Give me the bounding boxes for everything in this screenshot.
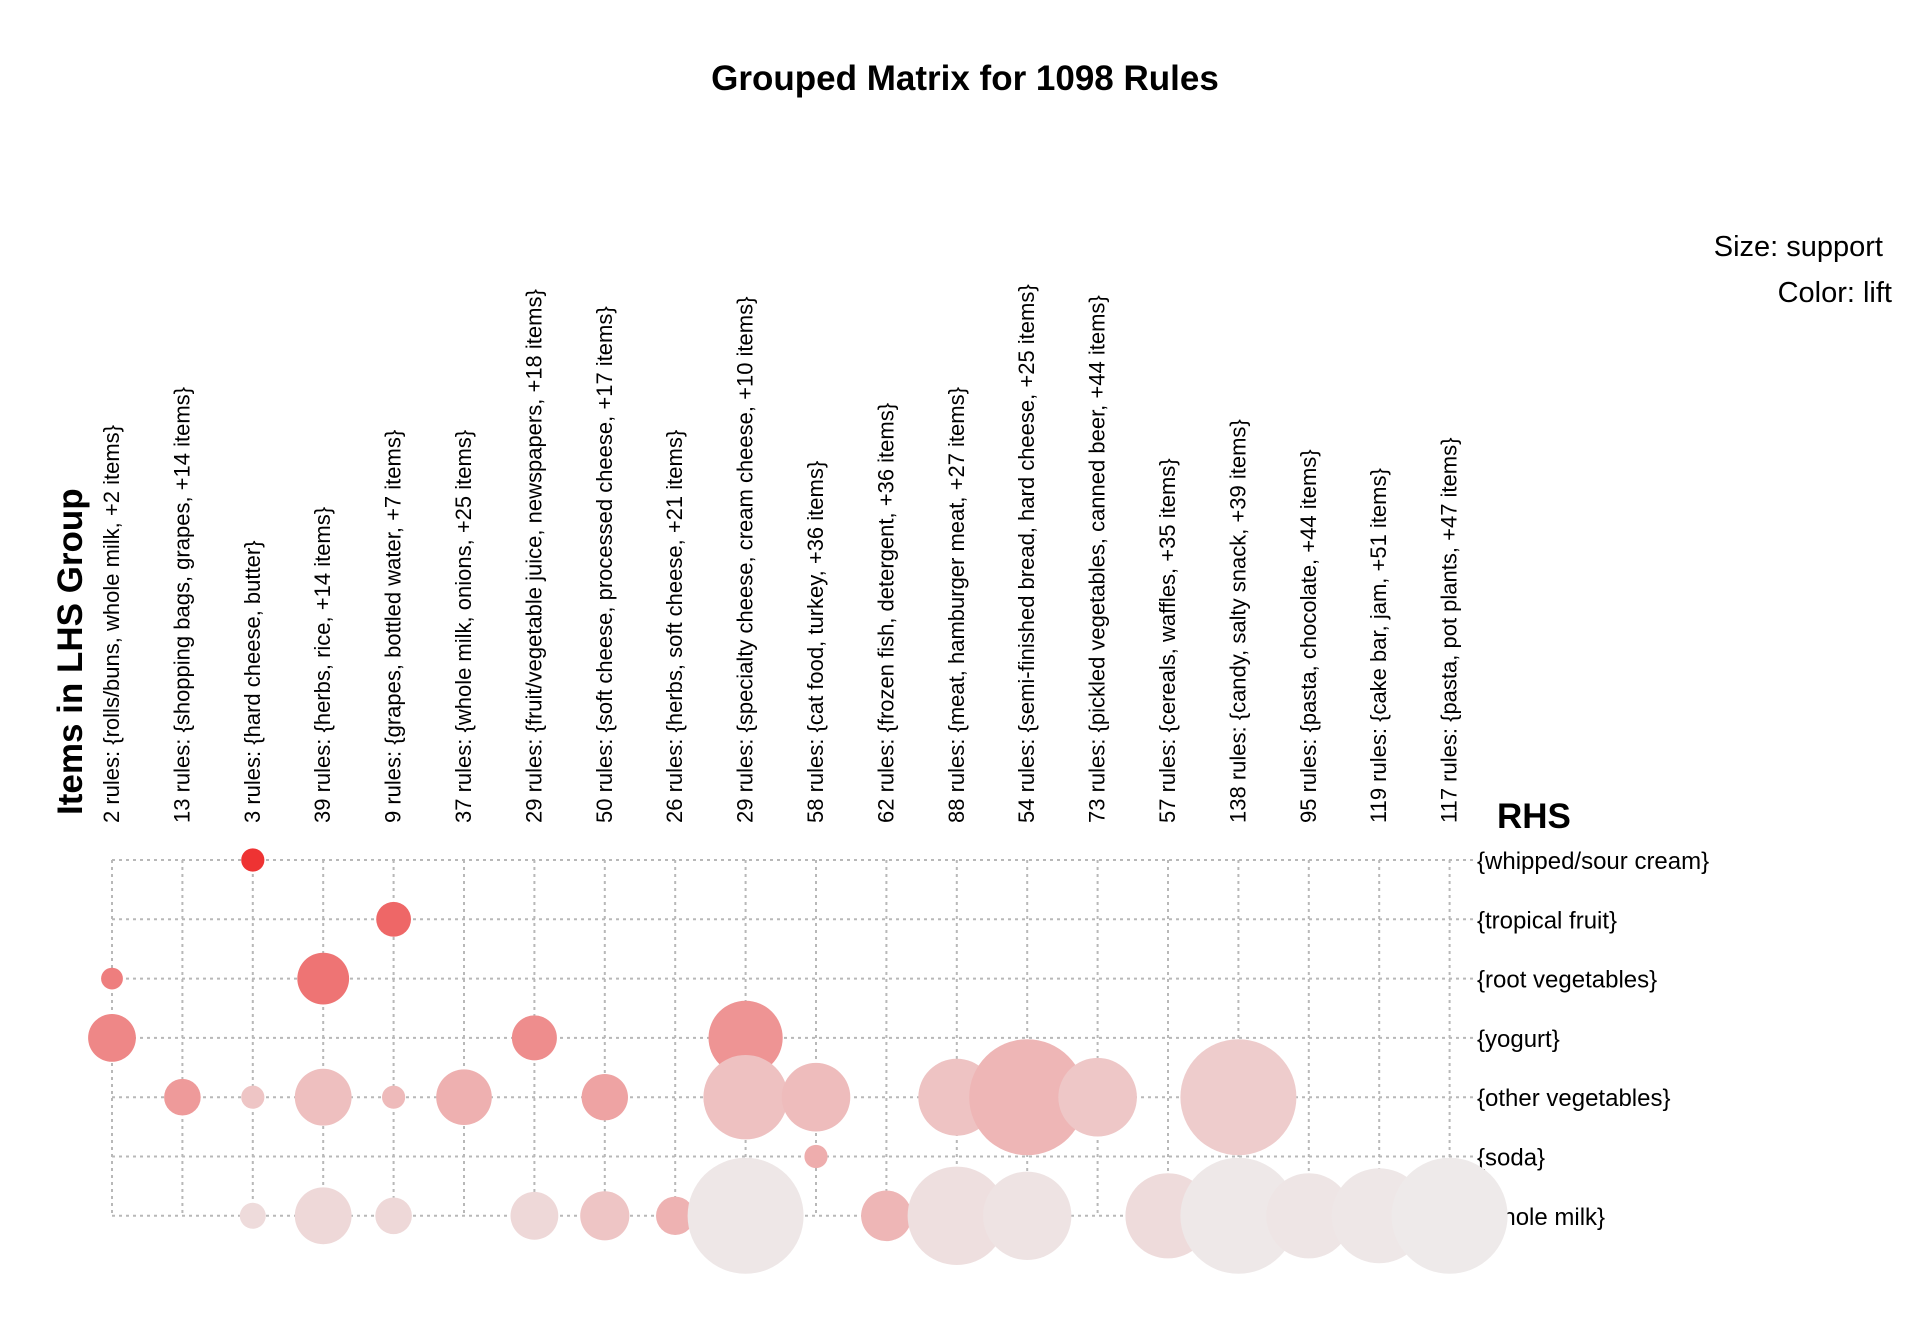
chart-title: Grouped Matrix for 1098 Rules	[711, 59, 1219, 98]
lhs-group-label: 50 rules: {soft cheese, processed cheese…	[592, 306, 617, 823]
bubble	[375, 1197, 412, 1235]
lhs-group-label: 95 rules: {pasta, chocolate, +44 items}	[1296, 449, 1321, 823]
rhs-item-label: {whipped/sour cream}	[1477, 848, 1709, 875]
rhs-item-labels: {whipped/sour cream} {tropical fruit} {roo…	[1477, 848, 1709, 1231]
bubble	[297, 952, 350, 1005]
bubble	[101, 967, 123, 990]
lhs-group-labels: 2 rules: {rolls/buns, whole milk, +2 ite…	[99, 284, 1462, 823]
bubble	[241, 848, 265, 872]
bubble	[1058, 1057, 1137, 1137]
bubble	[1266, 1173, 1352, 1259]
bubble	[1391, 1157, 1508, 1274]
bubble	[239, 1202, 266, 1229]
grid	[111, 859, 1474, 1217]
lhs-group-label: 117 rules: {pasta, pot plants, +47 items…	[1437, 438, 1462, 823]
bubble	[656, 1196, 695, 1236]
bubble	[969, 1039, 1086, 1156]
lhs-group-label: 29 rules: {fruit/vegetable juice, newspa…	[521, 289, 546, 823]
bubble	[294, 1068, 352, 1126]
bubble	[581, 1074, 628, 1121]
lhs-group-label: 29 rules: {specialty cheese, cream chees…	[733, 297, 758, 823]
rhs-item-label: {root vegetables}	[1477, 967, 1657, 994]
rhs-item-label: {soda}	[1477, 1145, 1545, 1172]
rhs-item-label: {yogurt}	[1477, 1026, 1560, 1053]
bubble	[861, 1190, 912, 1242]
bubble	[294, 1187, 352, 1245]
rhs-item-label: {tropical fruit}	[1477, 907, 1617, 934]
lhs-group-label: 73 rules: {pickled vegetables, canned be…	[1085, 295, 1110, 823]
bubble	[511, 1015, 557, 1061]
bubble	[510, 1191, 559, 1240]
bubble	[164, 1078, 201, 1116]
x-axis-label: Items in LHS Group	[51, 488, 90, 815]
bubble	[436, 1069, 492, 1125]
lhs-group-label: 2 rules: {rolls/buns, whole milk, +2 ite…	[99, 425, 124, 823]
bubble	[781, 1062, 851, 1132]
legend-color: Color: lift	[1778, 277, 1892, 309]
lhs-group-label: 62 rules: {frozen fish, detergent, +36 i…	[873, 403, 898, 823]
lhs-group-label: 3 rules: {hard cheese, butter}	[240, 540, 265, 823]
bubble	[376, 901, 411, 937]
bubble	[382, 1085, 406, 1109]
bubble	[88, 1014, 136, 1062]
lhs-group-label: 54 rules: {semi-finished bread, hard che…	[1014, 284, 1039, 823]
bubble	[982, 1171, 1072, 1261]
lhs-group-label: 88 rules: {meat, hamburger meat, +27 ite…	[944, 387, 969, 823]
legend-size: Size: support	[1714, 231, 1883, 263]
bubble	[1180, 1039, 1297, 1156]
lhs-group-label: 13 rules: {shopping bags, grapes, +14 it…	[169, 387, 194, 823]
lhs-group-label: 37 rules: {whole milk, onions, +25 items…	[451, 430, 476, 823]
bubble	[708, 1000, 783, 1075]
bubble	[687, 1157, 804, 1274]
y-axis-label: RHS	[1497, 797, 1571, 836]
lhs-group-label: 58 rules: {cat food, turkey, +36 items}	[803, 461, 828, 823]
bubble	[907, 1166, 1006, 1266]
bubble	[580, 1191, 630, 1241]
bubble	[241, 1085, 265, 1109]
bubbles	[88, 848, 1508, 1274]
rhs-item-label: {other vegetables}	[1477, 1085, 1671, 1112]
lhs-group-label: 57 rules: {cereals, waffles, +35 items}	[1155, 458, 1180, 823]
lhs-group-label: 138 rules: {candy, salty snack, +39 item…	[1225, 419, 1250, 823]
lhs-group-label: 39 rules: {herbs, rice, +14 items}	[310, 507, 335, 823]
lhs-group-label: 9 rules: {grapes, bottled water, +7 item…	[381, 430, 406, 823]
bubble	[804, 1144, 828, 1169]
bubble	[1180, 1157, 1297, 1274]
bubble	[703, 1055, 788, 1140]
lhs-group-label: 119 rules: {cake bar, jam, +51 items}	[1366, 468, 1391, 823]
lhs-group-label: 26 rules: {herbs, soft cheese, +21 items…	[662, 430, 687, 823]
